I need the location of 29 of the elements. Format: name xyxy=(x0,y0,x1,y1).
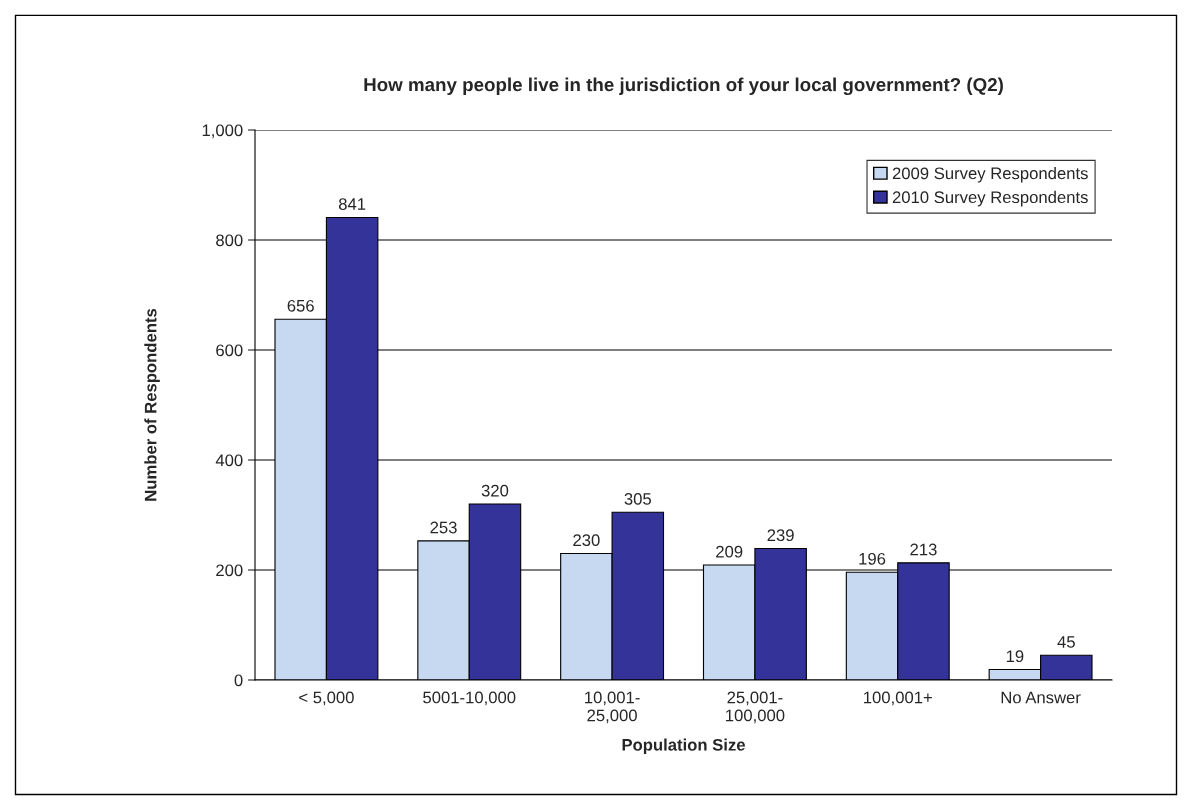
x-axis-title: Population Size xyxy=(622,738,745,755)
data-label: 19 xyxy=(1006,650,1024,663)
data-label: 196 xyxy=(859,552,886,565)
data-label: 239 xyxy=(767,529,794,542)
data-label: 320 xyxy=(481,484,509,497)
legend-label: 2009 Survey Respondents xyxy=(892,167,1088,183)
data-label: 230 xyxy=(573,534,600,547)
y-tick-label: 200 xyxy=(216,564,243,577)
x-tick-label: < 5,000 xyxy=(299,691,354,706)
y-tick-label: 800 xyxy=(216,234,243,247)
x-tick-label: 100,001+ xyxy=(864,691,932,706)
legend-label: 2010 Survey Respondents xyxy=(892,190,1088,207)
x-tick-label: 10,001- 25,000 xyxy=(585,691,640,724)
y-tick-label: 1,000 xyxy=(202,124,243,139)
data-label: 305 xyxy=(624,492,651,505)
data-label: 45 xyxy=(1057,636,1075,648)
x-tick-label: 25,001- 100,000 xyxy=(726,691,785,724)
x-tick-label: 5001-10,000 xyxy=(423,691,516,706)
data-label: 253 xyxy=(430,521,457,534)
chart-title: How many people live in the jurisdiction of your local government? (Q2) xyxy=(364,77,1003,96)
y-tick-label: 400 xyxy=(215,454,243,467)
y-tick-label: 0 xyxy=(234,674,243,687)
data-label: 209 xyxy=(716,545,743,558)
data-label: 656 xyxy=(287,299,314,312)
x-tick-label: No Answer xyxy=(1001,691,1081,704)
data-label: 841 xyxy=(338,198,366,210)
data-label: 213 xyxy=(910,543,937,556)
y-tick-label: 600 xyxy=(216,344,243,357)
y-axis-title: Number of Respondents xyxy=(144,308,160,501)
